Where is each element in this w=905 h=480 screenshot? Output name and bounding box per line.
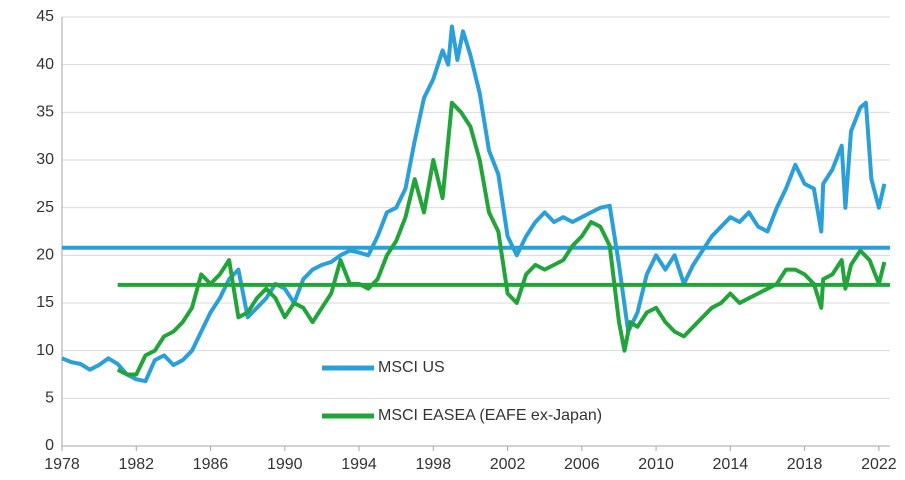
y-tick-label: 20 xyxy=(36,247,54,264)
series-line xyxy=(116,100,887,377)
y-tick-label: 5 xyxy=(45,390,54,407)
legend-label: MSCI US xyxy=(378,359,445,376)
x-tick-label: 1986 xyxy=(193,456,229,473)
legend-label: MSCI EASEA (EAFE ex-Japan) xyxy=(378,407,602,424)
y-tick-label: 35 xyxy=(36,104,54,121)
x-tick-label: 1990 xyxy=(267,456,303,473)
y-tick-label: 0 xyxy=(45,437,54,454)
x-tick-label: 2014 xyxy=(713,456,749,473)
x-tick-label: 2002 xyxy=(490,456,526,473)
series-line xyxy=(61,24,887,384)
y-tick-label: 15 xyxy=(36,294,54,311)
x-tick-label: 1982 xyxy=(118,456,154,473)
x-tick-label: 2022 xyxy=(861,456,897,473)
x-tick-label: 2006 xyxy=(564,456,600,473)
y-tick-label: 45 xyxy=(36,8,54,25)
y-tick-label: 25 xyxy=(36,199,54,216)
x-tick-label: 1994 xyxy=(341,456,377,473)
x-tick-label: 1998 xyxy=(416,456,452,473)
y-tick-label: 40 xyxy=(36,56,54,73)
x-tick-label: 2010 xyxy=(638,456,674,473)
x-tick-label: 2018 xyxy=(787,456,823,473)
y-tick-label: 10 xyxy=(36,342,54,359)
x-tick-label: 1978 xyxy=(44,456,80,473)
y-tick-label: 30 xyxy=(36,151,54,168)
